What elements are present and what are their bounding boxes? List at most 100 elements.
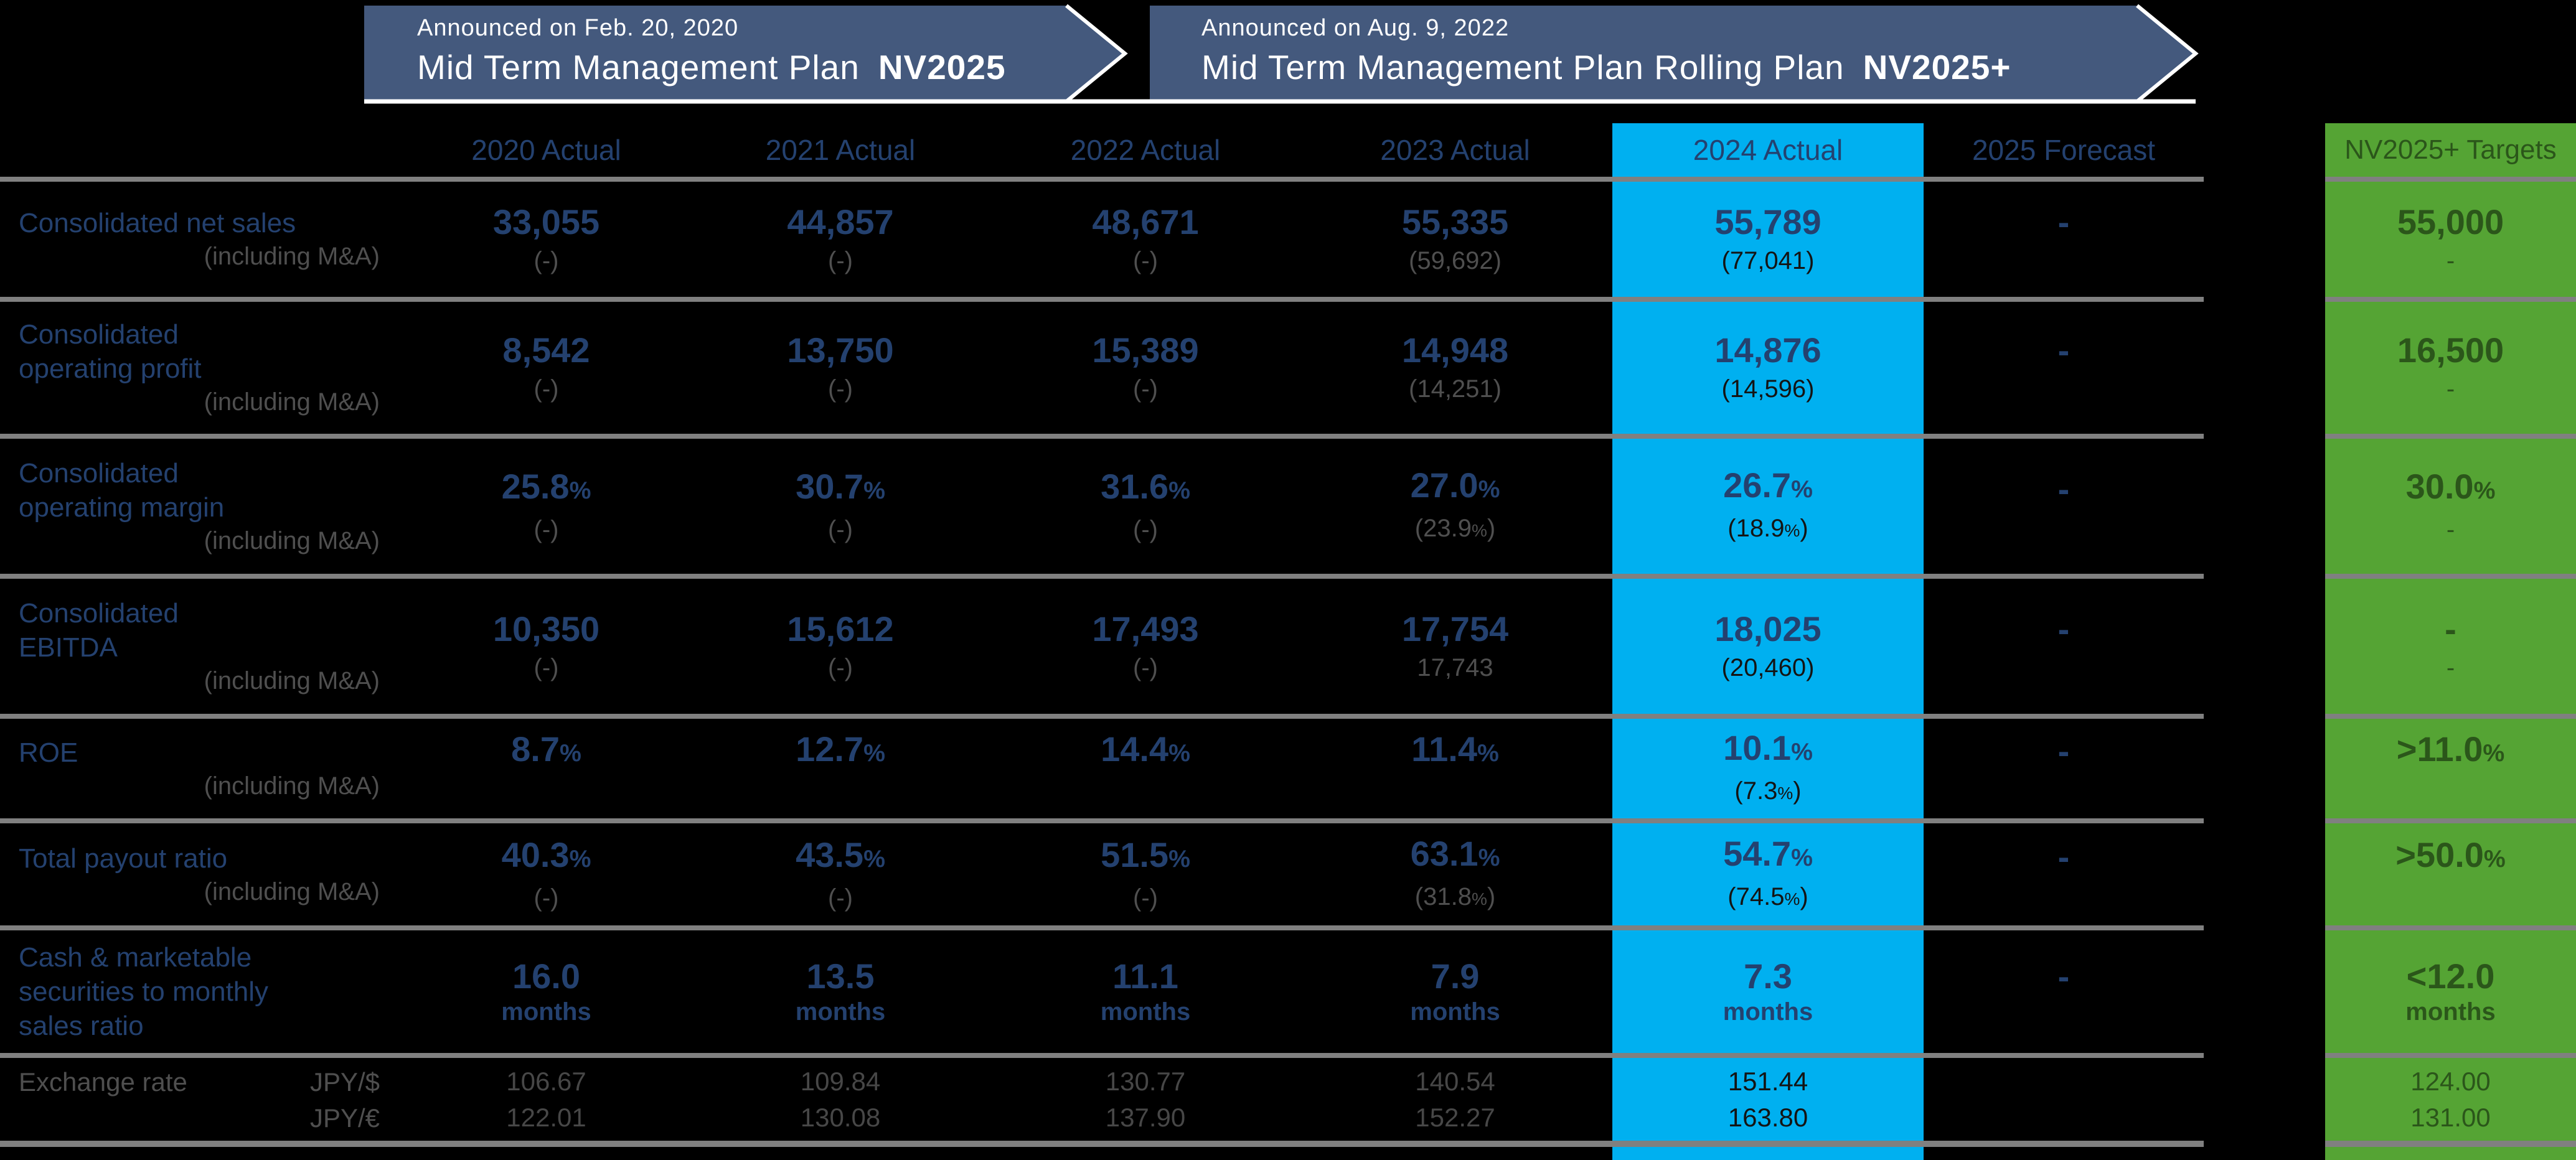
- value: 11.4%: [1411, 729, 1499, 769]
- value: 14,948: [1401, 330, 1509, 370]
- target-cell: 30.0% -: [2325, 439, 2576, 579]
- unit-label: months: [795, 998, 886, 1026]
- sub-value: (-): [534, 246, 559, 274]
- rate-usd: 151.44: [1728, 1066, 1808, 1096]
- rate-eur: 131.00: [2410, 1102, 2491, 1132]
- value: 14,876: [1714, 330, 1822, 370]
- value: 26.7%: [1723, 465, 1813, 505]
- rate-usd: 124.00: [2410, 1066, 2491, 1096]
- value: 63.1%: [1410, 833, 1500, 873]
- value-cell-2022: 11.1 months: [993, 930, 1298, 1058]
- currency-jpy-eur: JPY/€: [309, 1103, 380, 1133]
- exchange-cell-2024-highlight: 151.44 163.80: [1612, 1058, 1924, 1147]
- plan2-code: NV2025+: [1863, 48, 2011, 87]
- column-gap: [2204, 579, 2325, 719]
- sub-value: (-): [1133, 246, 1158, 274]
- value: 33,055: [492, 202, 600, 241]
- row-label: operating profit: [19, 353, 202, 384]
- value-cell-2024-highlight: 7.3 months: [1612, 930, 1924, 1058]
- filler-row: [0, 1147, 2576, 1160]
- plan-banner: Announced on Feb. 20, 2020 Mid Term Mana…: [364, 3, 2210, 104]
- value: 51.5%: [1101, 835, 1190, 874]
- plan1-title-text: Mid Term Management Plan: [417, 48, 860, 87]
- row-label-cell: Consolidated net sales (including M&A): [0, 182, 405, 302]
- value-cell-2020: 10,350 (-): [405, 579, 688, 719]
- row-label: Consolidated net sales: [19, 208, 296, 238]
- value: 11.1: [1112, 956, 1178, 996]
- header-row: 2020 Actual 2021 Actual 2022 Actual 2023…: [0, 123, 2576, 182]
- col-header-targets: NV2025+ Targets: [2344, 134, 2557, 165]
- sub-value: (18.9%): [1728, 515, 1808, 542]
- value: 8,542: [502, 330, 590, 370]
- target-cell: >11.0%: [2325, 719, 2576, 823]
- value: 15,389: [1092, 330, 1199, 370]
- cyan-column-footer: [1612, 1147, 1924, 1160]
- value: 14.4%: [1101, 729, 1190, 769]
- value-cell-2021: 43.5% (-): [688, 823, 993, 930]
- target-cell: 16,500 -: [2325, 302, 2576, 439]
- row-label: ROE: [19, 737, 78, 768]
- value-cell-2020: 8,542 (-): [405, 302, 688, 439]
- rate-usd: 109.84: [800, 1066, 881, 1096]
- row-label: Cash & marketable: [19, 942, 252, 973]
- forecast-dash: -: [2057, 609, 2070, 648]
- row-cash-ratio: Cash & marketable securities to monthly sa…: [0, 930, 2576, 1058]
- plan2-title: Mid Term Management Plan Rolling Plan NV2…: [1201, 47, 2011, 88]
- plan2-chevron-shape: [1150, 6, 2196, 101]
- value: 10.1%: [1723, 727, 1813, 767]
- target-value: 55,000: [2397, 202, 2504, 241]
- value-cell-2024-highlight: 14,876 (14,596): [1612, 302, 1924, 439]
- sub-value: (-): [828, 246, 853, 274]
- row-label-cell: Consolidated EBITDA (including M&A): [0, 579, 405, 719]
- value: 31.6%: [1101, 467, 1190, 506]
- row-label: EBITDA: [19, 632, 118, 663]
- rate-eur: 130.08: [800, 1102, 881, 1132]
- rate-usd: 106.67: [506, 1066, 586, 1096]
- exchange-cell-2023: 140.54 152.27: [1298, 1058, 1612, 1147]
- plan2-announced-date: Announced on Aug. 9, 2022: [1201, 15, 1510, 41]
- sub-value: (-): [828, 884, 853, 912]
- value-cell-2024-highlight: 18,025 (20,460): [1612, 579, 1924, 719]
- value-cell-2025: -: [1924, 823, 2204, 930]
- row-label: Consolidated: [19, 597, 179, 629]
- row-label: sales ratio: [19, 1011, 144, 1041]
- value: 25.8%: [501, 467, 591, 506]
- value-cell-2020: 16.0 months: [405, 930, 688, 1058]
- target-sub-value: -: [2446, 375, 2455, 403]
- column-gap: [2204, 930, 2325, 1058]
- plan1-chevron-shape: [364, 6, 1125, 101]
- exchange-cell-2020: 106.67 122.01: [405, 1058, 688, 1147]
- column-gap: [2204, 719, 2325, 823]
- col-header-2023: 2023 Actual: [1380, 134, 1530, 166]
- sub-value: (14,596): [1721, 375, 1815, 403]
- rate-usd: 140.54: [1415, 1066, 1495, 1096]
- sub-value: (59,692): [1409, 246, 1502, 274]
- value-cell-2020: 40.3% (-): [405, 823, 688, 930]
- value: 44,857: [787, 202, 894, 241]
- target-value: 30.0%: [2405, 467, 2496, 506]
- header-empty: [0, 123, 405, 182]
- col-header-2025: 2025 Forecast: [1972, 134, 2156, 166]
- exchange-cell-2022: 130.77 137.90: [993, 1058, 1298, 1147]
- chevron-end-line: [2136, 4, 2199, 103]
- exchange-label-cell: Exchange rate JPY/$ JPY/€: [0, 1058, 405, 1147]
- value-cell-2020: 33,055 (-): [405, 182, 688, 302]
- sub-value: (-): [534, 653, 559, 681]
- sub-value: (74.5%): [1728, 882, 1808, 910]
- forecast-dash: -: [2057, 837, 2070, 876]
- row-label-cell: Total payout ratio (including M&A): [0, 823, 405, 930]
- value-cell-2025: -: [1924, 719, 2204, 823]
- sub-value: (-): [534, 884, 559, 912]
- sub-value: (-): [1133, 653, 1158, 681]
- sub-value: (7.3%): [1734, 777, 1802, 805]
- value-cell-2023: 17,754 17,743: [1298, 579, 1612, 719]
- value-cell-2021: 13.5 months: [688, 930, 993, 1058]
- forecast-dash: -: [2057, 731, 2070, 770]
- row-label-cell: Consolidated operating margin (including …: [0, 439, 405, 579]
- exchange-cell-2025: [1924, 1058, 2204, 1147]
- sub-value: (77,041): [1721, 246, 1815, 274]
- forecast-dash: -: [2057, 330, 2070, 370]
- row-sublabel: (including M&A): [204, 877, 380, 905]
- plan1-banner-text: Announced on Feb. 20, 2020 Mid Term Mana…: [417, 13, 1006, 88]
- value: 7.9: [1431, 956, 1480, 996]
